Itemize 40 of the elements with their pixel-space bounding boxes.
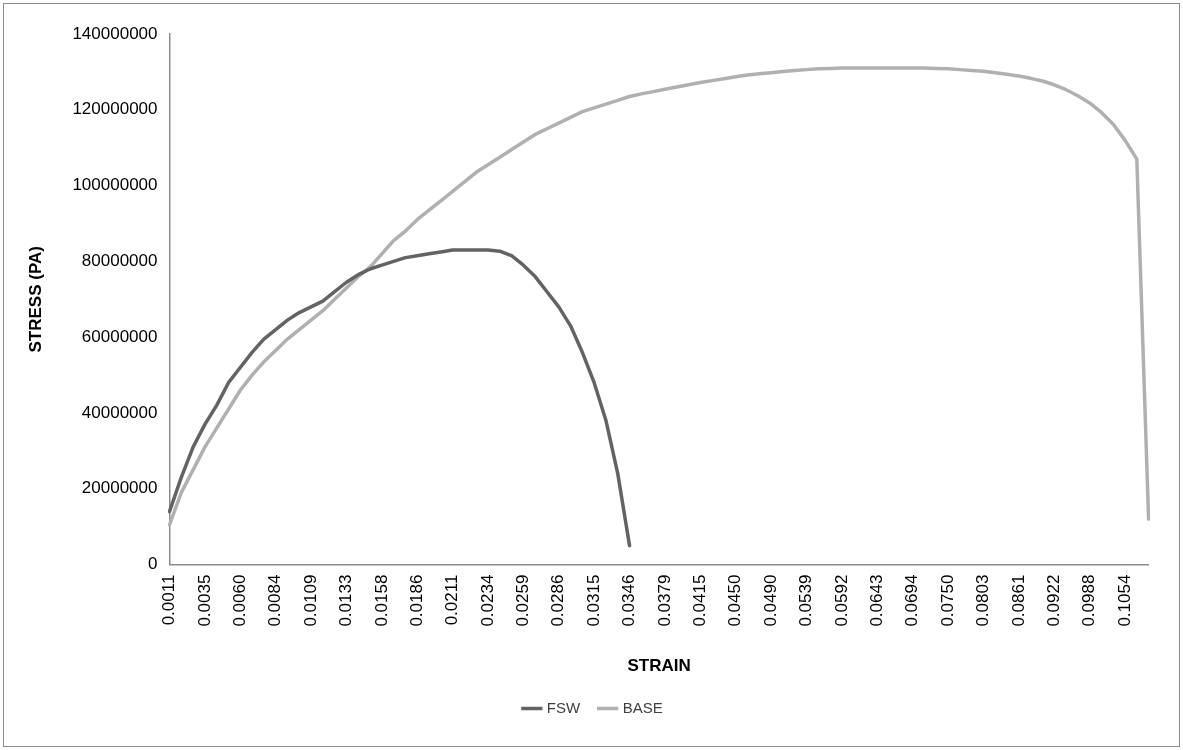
y-tick-label: 80000000 (81, 251, 158, 271)
x-tick-label: 0.0694 (902, 574, 922, 627)
legend-label: BASE (622, 698, 663, 716)
y-tick-label: 0 (148, 554, 158, 574)
y-tick-label: 60000000 (81, 326, 158, 346)
x-tick-label: 0.0803 (973, 574, 993, 627)
y-tick-label: 140000000 (72, 23, 158, 43)
y-tick-label: 120000000 (72, 99, 158, 119)
x-tick-label: 0.0035 (194, 574, 214, 627)
x-tick-label: 0.0592 (831, 574, 851, 627)
x-tick-label: 0.0259 (513, 574, 533, 627)
x-tick-label: 0.0133 (336, 574, 356, 627)
x-tick-label: 0.0379 (654, 574, 674, 627)
x-tick-label: 0.0643 (866, 574, 886, 627)
x-tick-label: 0.1054 (1114, 574, 1134, 627)
x-tick-label: 0.0450 (725, 574, 745, 627)
x-tick-label: 0.0211 (442, 574, 462, 626)
x-axis-title: STRAIN (627, 656, 691, 676)
y-tick-label: 20000000 (81, 478, 158, 498)
x-tick-label: 0.0988 (1079, 574, 1099, 627)
x-tick-label: 0.0415 (690, 574, 710, 627)
x-tick-label: 0.0109 (300, 574, 320, 627)
x-tick-label: 0.0315 (583, 574, 603, 627)
y-axis-title: STRESS (PA) (25, 246, 45, 353)
x-tick-label: 0.0084 (265, 574, 285, 627)
x-tick-label: 0.0539 (796, 574, 816, 627)
x-tick-label: 0.0346 (619, 574, 639, 627)
x-tick-label: 0.0861 (1008, 574, 1028, 627)
x-tick-label: 0.0158 (371, 574, 391, 627)
x-tick-label: 0.0922 (1043, 574, 1063, 627)
y-tick-label: 40000000 (81, 402, 158, 422)
x-tick-label: 0.0750 (937, 574, 957, 627)
x-tick-label: 0.0060 (229, 574, 249, 627)
x-tick-label: 0.0011 (159, 574, 179, 626)
x-tick-label: 0.0234 (477, 574, 497, 627)
x-tick-label: 0.0286 (548, 574, 568, 627)
legend-label: FSW (546, 698, 581, 716)
x-tick-label: 0.0490 (760, 574, 780, 627)
y-tick-label: 100000000 (72, 175, 158, 195)
x-tick-label: 0.0186 (406, 574, 426, 627)
